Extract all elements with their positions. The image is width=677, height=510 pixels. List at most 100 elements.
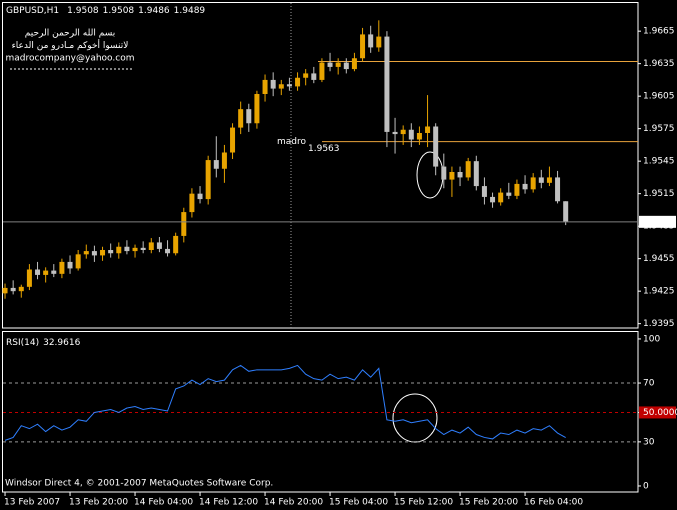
candle-body [108, 250, 114, 254]
candle-body [538, 177, 544, 183]
y-tick-label: 1.9515 [643, 189, 675, 199]
candle-body [530, 177, 536, 190]
candle-body [490, 196, 496, 203]
candle-body [116, 246, 122, 254]
x-tick-label: 15 Feb 04:00 [329, 498, 388, 508]
ohlc-open: 1.9508 [67, 6, 99, 16]
footer: Windsor Direct 4, © 2001-2007 MetaQuotes… [5, 479, 273, 489]
candle-body [75, 254, 81, 269]
x-tick-label: 13 Feb 2007 [4, 498, 60, 508]
candle-body [91, 251, 97, 256]
y-tick-label: 1.9635 [643, 59, 675, 69]
x-tick-label: 14 Feb 20:00 [264, 498, 323, 508]
y-tick-label: 100 [643, 334, 660, 344]
candle-body [506, 192, 512, 196]
price-label: 1.9489 [642, 217, 674, 227]
candle-body [473, 161, 479, 187]
y-tick-label: 1.9455 [643, 254, 675, 264]
candle-body [83, 251, 89, 255]
candle-body [59, 261, 65, 274]
candle-body [335, 62, 341, 67]
candle-body [213, 160, 219, 169]
y-tick-label: 30 [643, 437, 655, 447]
y-tick-label: 1.9575 [643, 124, 675, 134]
candle-body [416, 133, 422, 140]
candle-body [514, 183, 520, 196]
candle-body [286, 84, 292, 87]
candle-body [205, 160, 211, 200]
y-tick-label: 50.0000 [643, 408, 677, 418]
candle-body [67, 261, 73, 269]
x-tick-label: 15 Feb 12:00 [394, 498, 453, 508]
candle-body [270, 79, 276, 89]
candle-body [376, 36, 382, 48]
y-tick-label: 0 [643, 481, 649, 491]
annotation: بسم الله الرحمن الرحيم [25, 29, 115, 39]
line-label: madro [277, 137, 306, 147]
x-tick-label: 14 Feb 04:00 [134, 498, 193, 508]
candle-body [522, 183, 528, 190]
candle-body [408, 129, 414, 140]
candle-body [563, 201, 569, 222]
candle-body [238, 109, 244, 128]
candle-body [51, 270, 57, 274]
rsi-panel-frame [2, 331, 639, 493]
indicator-title: RSI(14) 32.9616 [6, 338, 81, 348]
candle-body [26, 269, 32, 287]
candle-body [181, 212, 187, 236]
candle-body [433, 126, 439, 167]
candle-body [262, 79, 268, 94]
candle-body [546, 177, 552, 183]
symbol: GBPUSD,H1 [6, 6, 59, 16]
candle-body [173, 235, 179, 254]
candle-body [35, 269, 41, 275]
candle-body [319, 62, 325, 80]
candle-body [311, 73, 317, 80]
price-panel-frame [2, 2, 639, 329]
ohlc-close: 1.9489 [174, 6, 206, 16]
candle-body [100, 250, 106, 256]
x-tick-label: 16 Feb 04:00 [524, 498, 583, 508]
x-tick-label: 15 Feb 20:00 [459, 498, 518, 508]
y-tick-label-box [639, 406, 676, 419]
candle-body [156, 242, 162, 249]
candle-body [124, 246, 130, 252]
candle-body [360, 34, 366, 59]
ohlc-high: 1.9508 [103, 6, 135, 16]
y-tick-label: 1.9665 [643, 27, 675, 37]
candle-body [10, 287, 16, 292]
candle-body [254, 94, 260, 124]
y-tick-label: 70 [643, 379, 655, 389]
candle-body [132, 247, 138, 252]
candle-body [555, 177, 561, 202]
rsi-line [4, 364, 566, 441]
indicator-value: 32.9616 [43, 338, 80, 348]
y-tick-label: 1.9395 [643, 319, 675, 329]
candle-body [148, 242, 154, 250]
indicator-name: RSI(14) [6, 338, 39, 348]
annotation: لاتنسوا أخوكم مـادرو من الدعاء [12, 39, 129, 51]
candle-body [449, 172, 455, 180]
candle-body [2, 287, 8, 294]
price-label-box [639, 215, 676, 228]
candle-body [351, 58, 357, 70]
chart-title: GBPUSD,H1 1.9508 1.9508 1.9486 1.9489 [6, 6, 205, 16]
candle-body [18, 286, 24, 292]
candle-body [230, 127, 236, 153]
candle-body [400, 129, 406, 135]
candle-body [368, 34, 374, 48]
candle-body [165, 248, 171, 254]
candle-body [441, 166, 447, 180]
y-tick-label: 1.9605 [643, 92, 675, 102]
candle-body [221, 152, 227, 169]
x-tick-label: 13 Feb 20:00 [69, 498, 128, 508]
candle-body [327, 62, 333, 67]
candle-body [295, 77, 301, 87]
candle-body [392, 131, 398, 135]
candle-body [425, 126, 431, 133]
x-tick-label: 14 Feb 12:00 [199, 498, 258, 508]
candle-body [343, 62, 349, 70]
candle-body [140, 247, 146, 250]
y-tick-label: 1.9545 [643, 157, 675, 167]
